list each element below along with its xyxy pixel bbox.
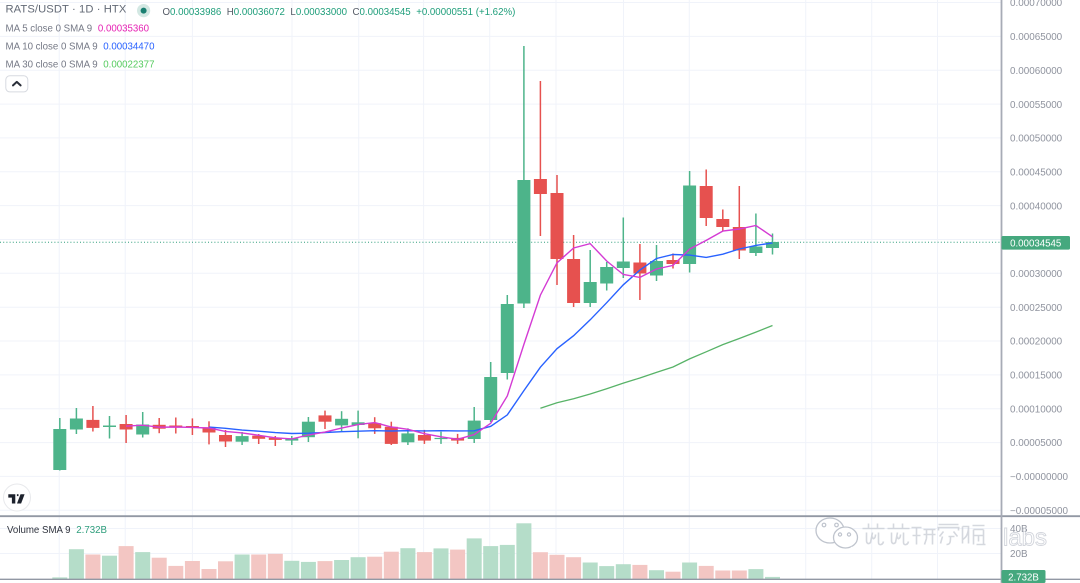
svg-text:0.00010000: 0.00010000 <box>1010 404 1063 415</box>
svg-text:−0.00005000: −0.00005000 <box>1010 506 1068 517</box>
svg-text:0.00055000: 0.00055000 <box>1010 100 1063 111</box>
svg-text:0.00045000: 0.00045000 <box>1010 167 1063 178</box>
svg-text:20B: 20B <box>1010 549 1028 560</box>
svg-text:MA 10 close 0 SMA 9 0.00034470: MA 10 close 0 SMA 9 0.00034470 <box>6 41 156 52</box>
svg-text:0.00050000: 0.00050000 <box>1010 134 1063 145</box>
svg-text:−0.00000000: −0.00000000 <box>1010 472 1068 483</box>
svg-text:MA 30 close 0 SMA 9 0.00022377: MA 30 close 0 SMA 9 0.00022377 <box>6 59 155 70</box>
svg-text:RATS/USDT · 1D · HTX: RATS/USDT · 1D · HTX <box>6 3 127 15</box>
svg-text:2.732B: 2.732B <box>1008 572 1039 583</box>
svg-text:0.00034545: 0.00034545 <box>1010 239 1061 250</box>
svg-text:0.00060000: 0.00060000 <box>1010 66 1063 77</box>
svg-text:0.00005000: 0.00005000 <box>1010 438 1063 449</box>
svg-text:0.00030000: 0.00030000 <box>1010 269 1063 280</box>
svg-text:40B: 40B <box>1010 524 1028 535</box>
svg-text:0.00040000: 0.00040000 <box>1010 201 1063 212</box>
svg-text:0.00015000: 0.00015000 <box>1010 370 1063 381</box>
svg-text:0.00070000: 0.00070000 <box>1010 0 1063 9</box>
svg-text:labs: labs <box>1003 524 1047 551</box>
svg-text:0.00025000: 0.00025000 <box>1010 303 1063 314</box>
svg-text:Volume SMA 9 2.732B: Volume SMA 9 2.732B <box>7 525 107 536</box>
svg-text:0.00065000: 0.00065000 <box>1010 32 1063 43</box>
svg-text:MA 5 close 0 SMA 9 0.00035360: MA 5 close 0 SMA 9 0.00035360 <box>6 23 150 34</box>
svg-text:0.00020000: 0.00020000 <box>1010 337 1063 348</box>
